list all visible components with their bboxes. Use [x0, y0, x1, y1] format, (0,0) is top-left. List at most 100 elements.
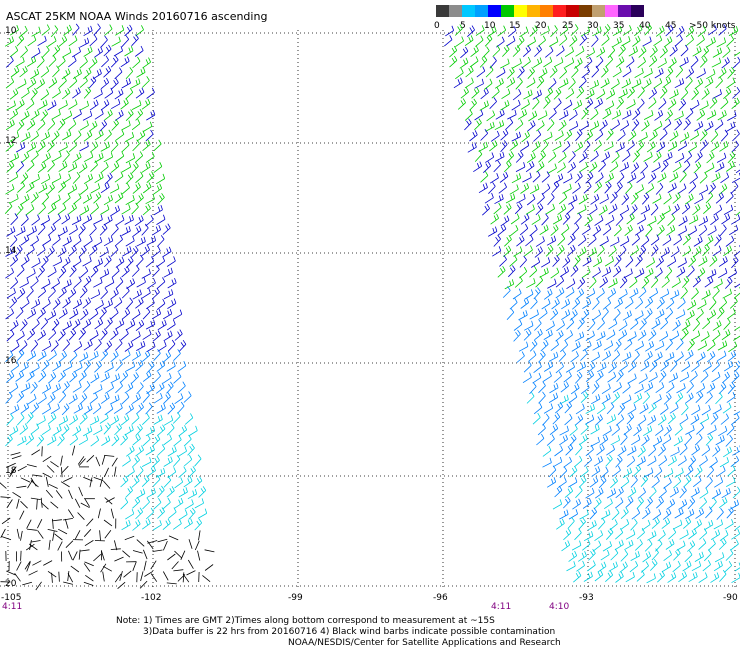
wind-barb [536, 76, 545, 89]
wind-barb [41, 255, 49, 268]
wind-barb [488, 182, 496, 194]
wind-barb [120, 56, 130, 68]
wind-barb [55, 490, 63, 499]
wind-barb [121, 162, 132, 173]
wind-barb [187, 559, 194, 569]
wind-barb [718, 24, 727, 36]
wind-barb [690, 487, 700, 498]
wind-barb [520, 213, 530, 225]
wind-barb [26, 528, 37, 531]
wind-barb [522, 45, 531, 57]
wind-barb [99, 268, 110, 279]
wind-barb [585, 403, 595, 414]
wind-barb [679, 529, 689, 540]
wind-barb [69, 76, 78, 89]
wind-barb [532, 97, 540, 110]
wind-barb [51, 572, 53, 583]
wind-barb [58, 329, 66, 342]
wind-barb [131, 265, 140, 277]
wind-barb [569, 465, 578, 478]
wind-barb [579, 509, 589, 520]
wind-barb [604, 172, 614, 184]
wind-barb [678, 215, 688, 227]
wind-barb [657, 172, 667, 183]
wind-barb [151, 224, 161, 236]
wind-barb [643, 151, 653, 162]
wind-barb [543, 56, 553, 68]
wind-barb [493, 202, 502, 215]
wind-barb [723, 245, 732, 257]
wind-barb [564, 330, 573, 342]
wind-barb [696, 423, 705, 435]
wind-barb [173, 435, 182, 447]
wind-barb [614, 539, 624, 551]
wind-barb [155, 382, 165, 394]
wind-barb [545, 46, 554, 58]
wind-barb [125, 172, 134, 185]
wind-barb [93, 384, 103, 395]
wind-barb [131, 78, 141, 89]
wind-barb [453, 77, 463, 89]
wind-barb [710, 214, 719, 226]
wind-barb [705, 506, 713, 519]
wind-barb [135, 319, 145, 332]
wind-barb [166, 319, 176, 331]
wind-barb [50, 403, 60, 414]
wind-barb [9, 425, 19, 437]
wind-barb [17, 413, 25, 426]
wind-barb [496, 67, 506, 78]
legend-swatch [553, 5, 566, 17]
wind-barb [10, 277, 19, 290]
wind-barb [519, 266, 528, 279]
wind-barb [606, 414, 617, 425]
wind-barb [41, 192, 50, 205]
wind-barb [673, 234, 682, 246]
wind-barb [560, 223, 570, 236]
wind-barb [526, 194, 536, 206]
wind-barb [132, 182, 141, 194]
wind-barb [162, 518, 171, 531]
wind-barb [685, 67, 695, 79]
wind-barb [654, 67, 664, 79]
wind-barb-map[interactable] [0, 0, 740, 600]
wind-barb [484, 192, 494, 204]
wind-barb [153, 371, 161, 384]
wind-barb [585, 487, 595, 499]
wind-barb [597, 362, 607, 373]
wind-barb [663, 392, 672, 405]
wind-barb [499, 255, 507, 267]
wind-barb [679, 170, 687, 183]
wind-barb [665, 307, 674, 320]
wind-barb [622, 351, 632, 362]
wind-barb [696, 34, 705, 47]
wind-barb [37, 265, 45, 278]
wind-barb [37, 350, 47, 362]
wind-barb [562, 256, 571, 268]
wind-barb [20, 530, 23, 541]
wind-barb [101, 435, 111, 446]
wind-barb [5, 371, 15, 383]
wind-barb [147, 465, 156, 477]
wind-barb [588, 204, 598, 216]
wind-barb [131, 413, 140, 425]
wind-barb [134, 151, 144, 163]
wind-barb [641, 235, 650, 248]
wind-barb [67, 509, 75, 519]
wind-barb [10, 235, 18, 248]
wind-barb [730, 214, 740, 225]
wind-barb [150, 573, 158, 582]
wind-barb [515, 119, 524, 131]
wind-barb [157, 277, 166, 289]
wind-barb [667, 141, 678, 152]
wind-barb [715, 76, 723, 89]
wind-barb [569, 35, 578, 47]
wind-barb [182, 572, 185, 583]
wind-barb [637, 445, 646, 458]
wind-barb [550, 267, 560, 279]
wind-barb [141, 162, 151, 173]
wind-barb [695, 508, 705, 519]
wind-barb [37, 141, 46, 153]
wind-barb [48, 55, 57, 67]
wind-barb [604, 100, 615, 111]
wind-barb [566, 561, 576, 572]
